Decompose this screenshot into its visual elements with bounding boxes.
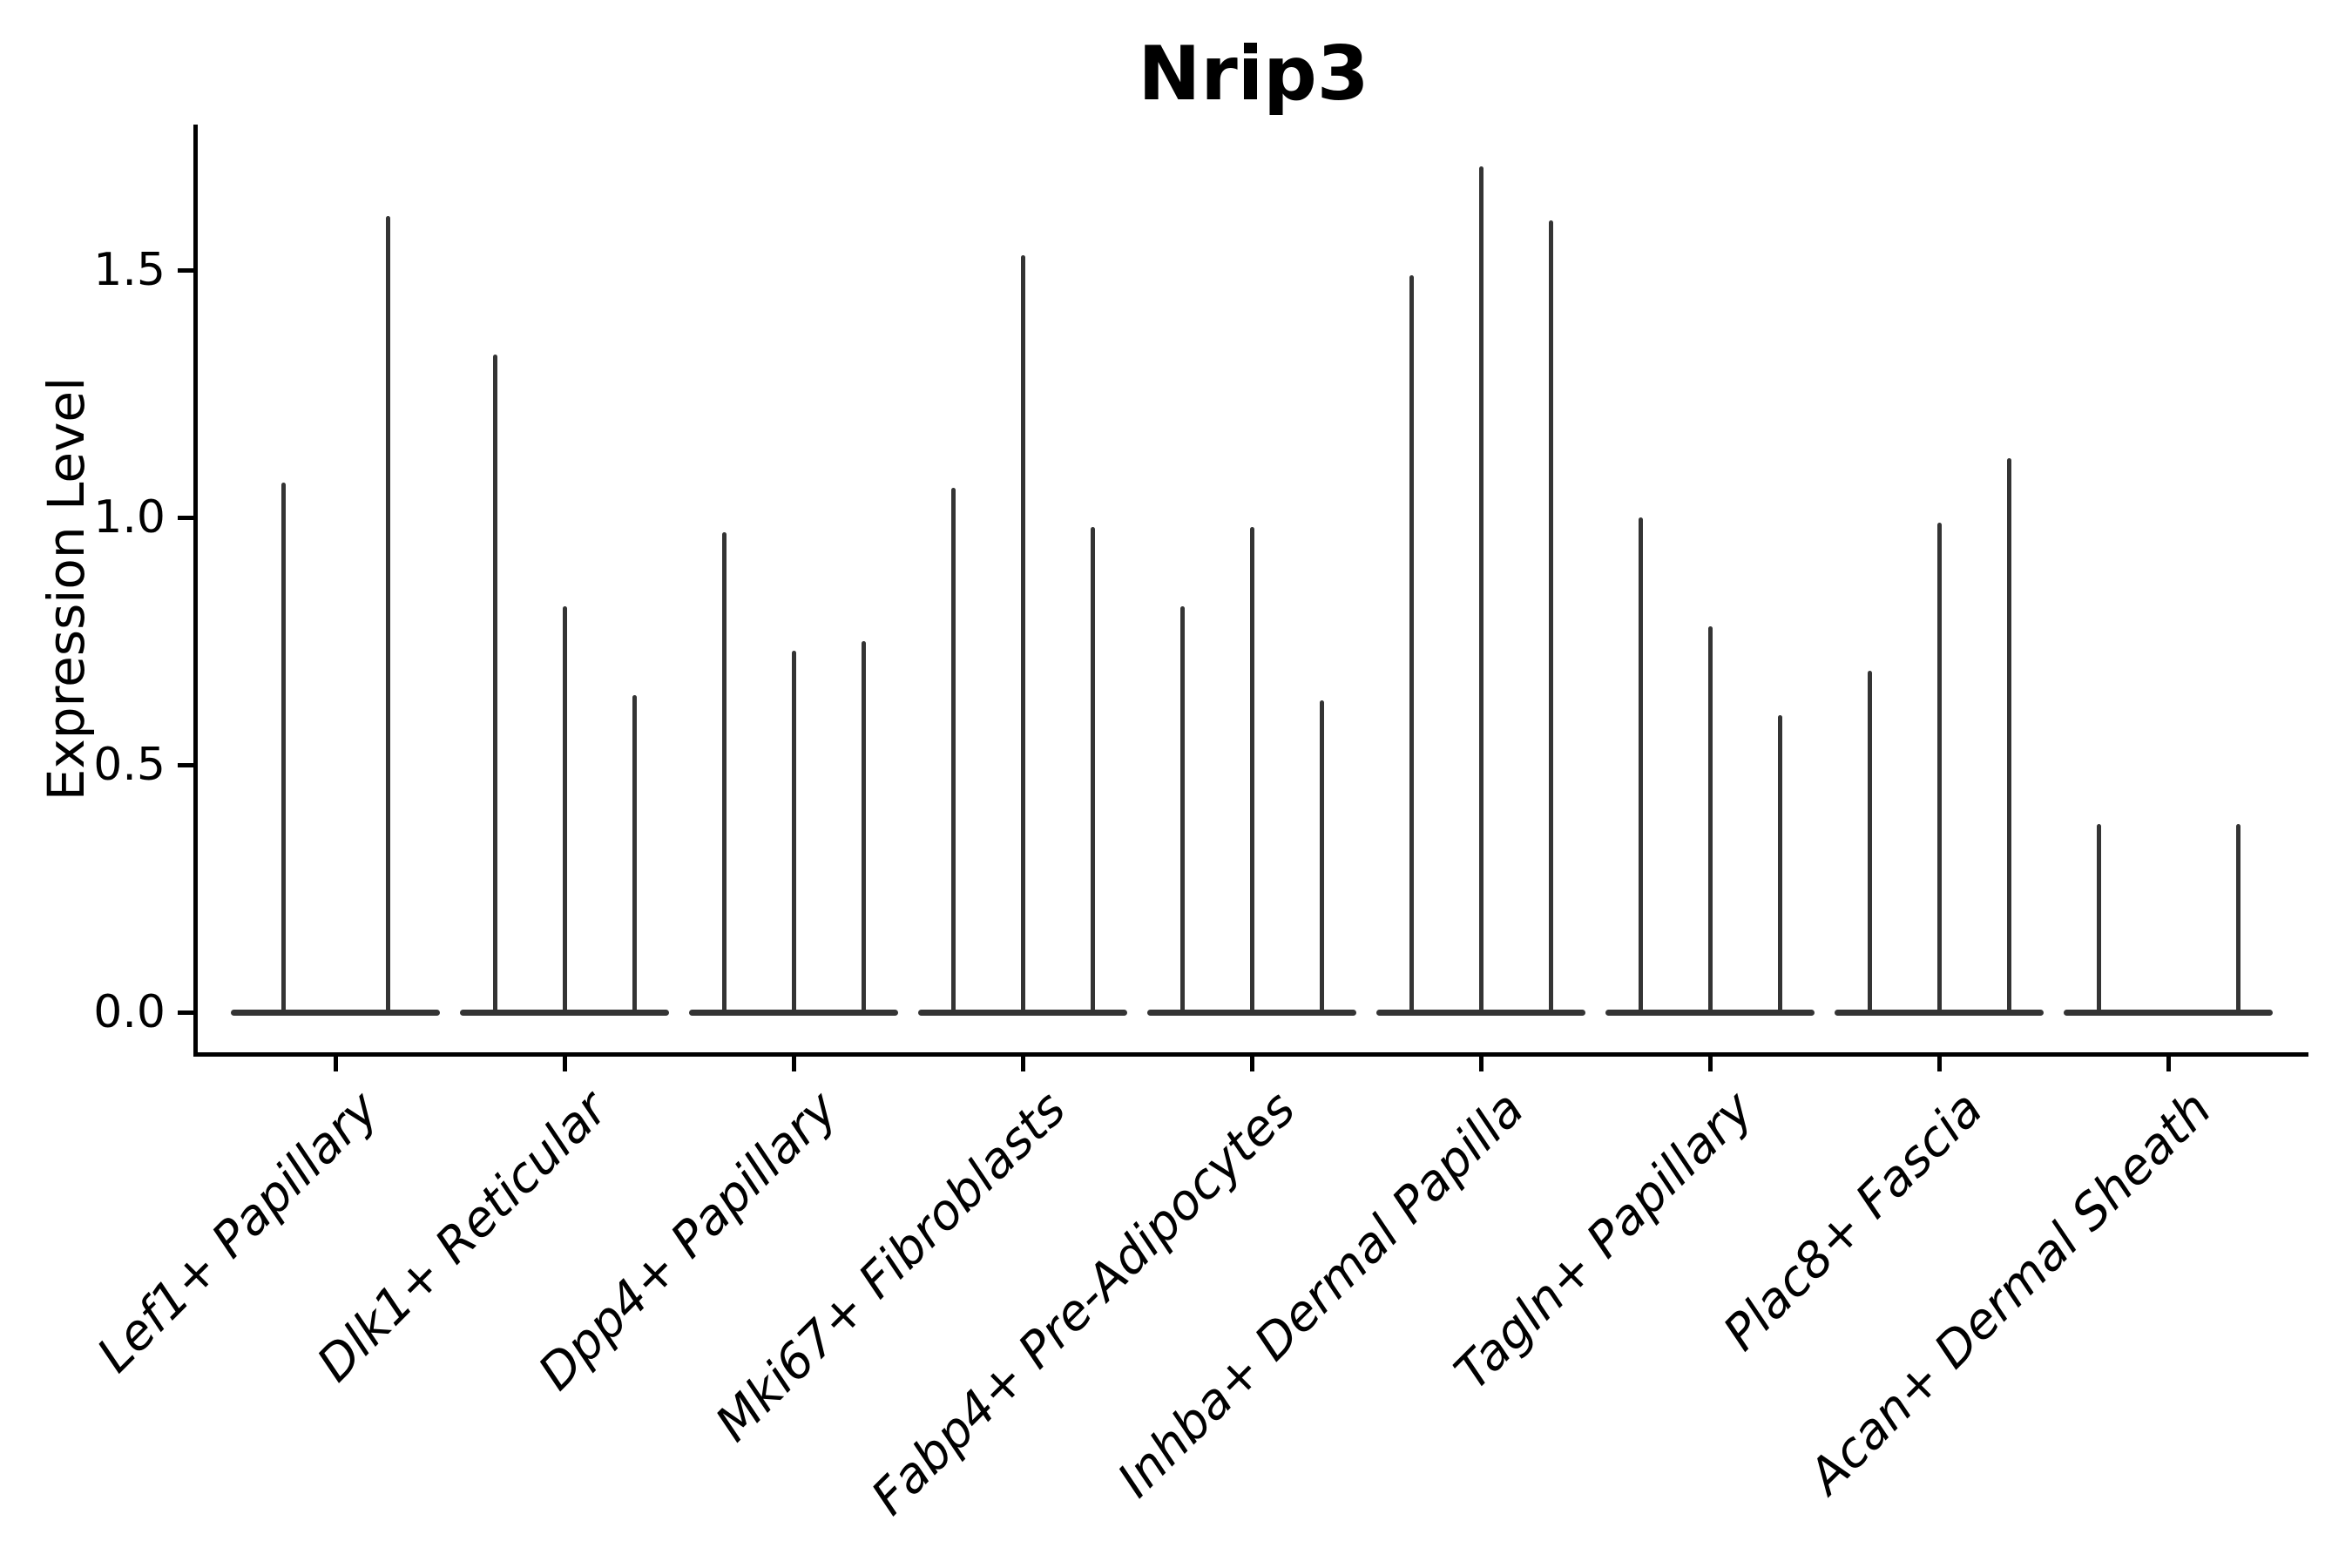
violin-spike xyxy=(721,532,727,1012)
violin-spike xyxy=(1179,606,1185,1012)
violin-base xyxy=(231,1009,440,1016)
violin-spike xyxy=(1478,166,1484,1012)
violin-spike xyxy=(492,354,497,1012)
x-tick-mark xyxy=(1478,1056,1484,1071)
violin-spike xyxy=(1777,715,1782,1012)
x-tick-mark xyxy=(2166,1056,2171,1071)
violin-spike xyxy=(2235,824,2240,1012)
plot-title: Nrip3 xyxy=(1138,30,1369,118)
x-tick-mark xyxy=(1936,1056,1942,1071)
violin-spike xyxy=(1867,671,1872,1012)
x-category-label: Fabp4+ Pre-Adipocytes xyxy=(861,1080,1307,1526)
violin-spike xyxy=(1936,522,1942,1012)
violin-spike xyxy=(385,215,390,1012)
y-tick-label: 0.5 xyxy=(93,739,166,791)
violin-base xyxy=(460,1009,669,1016)
x-tick-mark xyxy=(1020,1056,1025,1071)
violin-base xyxy=(1147,1009,1356,1016)
violin-spike xyxy=(632,695,637,1012)
violin-spike xyxy=(1319,700,1324,1012)
violin-spike xyxy=(562,606,567,1012)
x-tick-mark xyxy=(333,1056,338,1071)
violin-spike xyxy=(2096,824,2101,1012)
violin-base xyxy=(918,1009,1127,1016)
violin-spike xyxy=(2006,457,2011,1012)
violin-base xyxy=(689,1009,898,1016)
y-tick-mark xyxy=(178,762,193,767)
violin-spike xyxy=(1249,527,1254,1012)
violin-base xyxy=(1376,1009,1585,1016)
y-tick-label: 0.0 xyxy=(93,986,166,1038)
violin-spike xyxy=(1548,220,1553,1012)
violin-base xyxy=(1835,1009,2044,1016)
y-axis-label: Expression Level xyxy=(37,376,96,801)
violin-spike xyxy=(1409,274,1414,1012)
y-tick-label: 1.5 xyxy=(93,244,166,296)
violin-spike xyxy=(1638,517,1643,1012)
violin-spike xyxy=(1090,527,1095,1012)
violin-base xyxy=(1605,1009,1815,1016)
x-tick-mark xyxy=(562,1056,567,1071)
y-tick-mark xyxy=(178,1010,193,1015)
violin-spike xyxy=(280,483,286,1012)
y-axis-spine xyxy=(193,125,198,1057)
y-tick-label: 1.0 xyxy=(93,491,166,544)
violin-spike xyxy=(791,651,796,1012)
violin-spike xyxy=(1707,625,1713,1012)
x-category-label: Inhba+ Dermal Papilla xyxy=(1107,1080,1536,1509)
violin-spike xyxy=(1020,254,1025,1012)
y-tick-mark xyxy=(178,267,193,273)
x-tick-mark xyxy=(1707,1056,1713,1071)
y-tick-mark xyxy=(178,515,193,520)
x-axis-spine xyxy=(193,1052,2308,1057)
violin-spike xyxy=(950,487,956,1012)
x-tick-mark xyxy=(1249,1056,1254,1071)
violin-spike xyxy=(861,641,866,1012)
x-tick-mark xyxy=(791,1056,796,1071)
x-category-label: Acan+ Dermal Sheath xyxy=(1798,1080,2223,1505)
violin-base xyxy=(2064,1009,2273,1016)
